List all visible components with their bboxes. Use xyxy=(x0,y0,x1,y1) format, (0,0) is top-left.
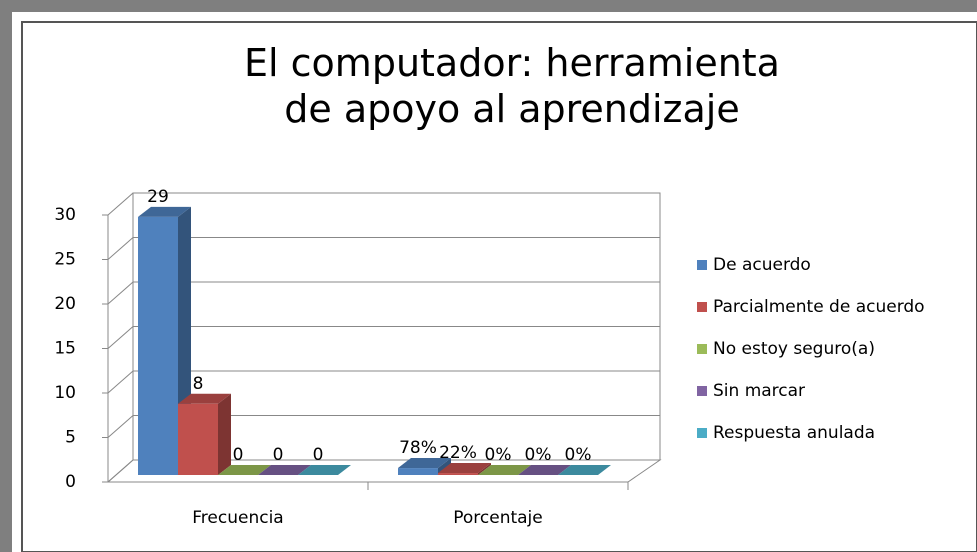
grid-line xyxy=(107,281,134,305)
bar xyxy=(178,403,218,475)
legend-swatch xyxy=(697,386,707,396)
bar-top xyxy=(178,393,231,404)
legend-label: Parcialmente de acuerdo xyxy=(713,297,925,317)
x-tick-label: Porcentaje xyxy=(453,508,543,528)
data-label: 8 xyxy=(193,374,204,394)
data-label: 0% xyxy=(485,445,512,465)
bar xyxy=(398,468,438,475)
data-label: 22% xyxy=(439,443,477,463)
bar-top xyxy=(478,465,531,475)
data-label: 0 xyxy=(313,445,324,465)
legend-label: Sin marcar xyxy=(713,381,805,401)
bar-top xyxy=(558,465,611,475)
grid-line xyxy=(107,459,134,483)
data-label: 0 xyxy=(233,445,244,465)
frame-top xyxy=(0,0,977,12)
data-label: 0 xyxy=(273,445,284,465)
data-label: 29 xyxy=(147,187,169,207)
y-tick-label: 10 xyxy=(54,383,76,403)
bar xyxy=(438,473,478,475)
frame-left xyxy=(0,0,12,552)
y-tick-label: 30 xyxy=(54,205,76,225)
legend-label: De acuerdo xyxy=(713,255,811,275)
legend-label: Respuesta anulada xyxy=(713,423,875,443)
grid-line xyxy=(107,192,134,216)
legend-swatch xyxy=(697,260,707,270)
bar-top xyxy=(518,465,571,475)
legend-swatch xyxy=(697,302,707,312)
y-tick-label: 5 xyxy=(65,428,76,448)
bar-top xyxy=(218,465,271,475)
bar-top xyxy=(138,206,191,217)
data-label: 78% xyxy=(399,438,437,458)
grid-line xyxy=(107,370,134,394)
bar-top xyxy=(398,458,451,469)
y-tick-label: 0 xyxy=(65,472,76,492)
data-label: 0% xyxy=(525,445,552,465)
bar-side xyxy=(218,393,231,475)
y-tick-label: 25 xyxy=(54,250,76,270)
legend-swatch xyxy=(697,344,707,354)
chart-title: El computador: herramienta de apoyo al a… xyxy=(244,41,780,131)
y-tick-label: 15 xyxy=(54,339,76,359)
grid-line xyxy=(107,326,134,349)
y-tick-label: 20 xyxy=(54,294,76,314)
legend-swatch xyxy=(697,428,707,438)
bar-top xyxy=(258,465,311,475)
bar-side xyxy=(478,463,491,475)
grid-line xyxy=(107,415,134,438)
bar-top xyxy=(298,465,351,475)
data-label: 0% xyxy=(565,445,592,465)
grid-line xyxy=(107,237,134,260)
bar xyxy=(138,216,178,475)
x-tick-label: Frecuencia xyxy=(192,508,283,528)
legend-label: No estoy seguro(a) xyxy=(713,339,875,359)
bar-top xyxy=(438,463,491,474)
